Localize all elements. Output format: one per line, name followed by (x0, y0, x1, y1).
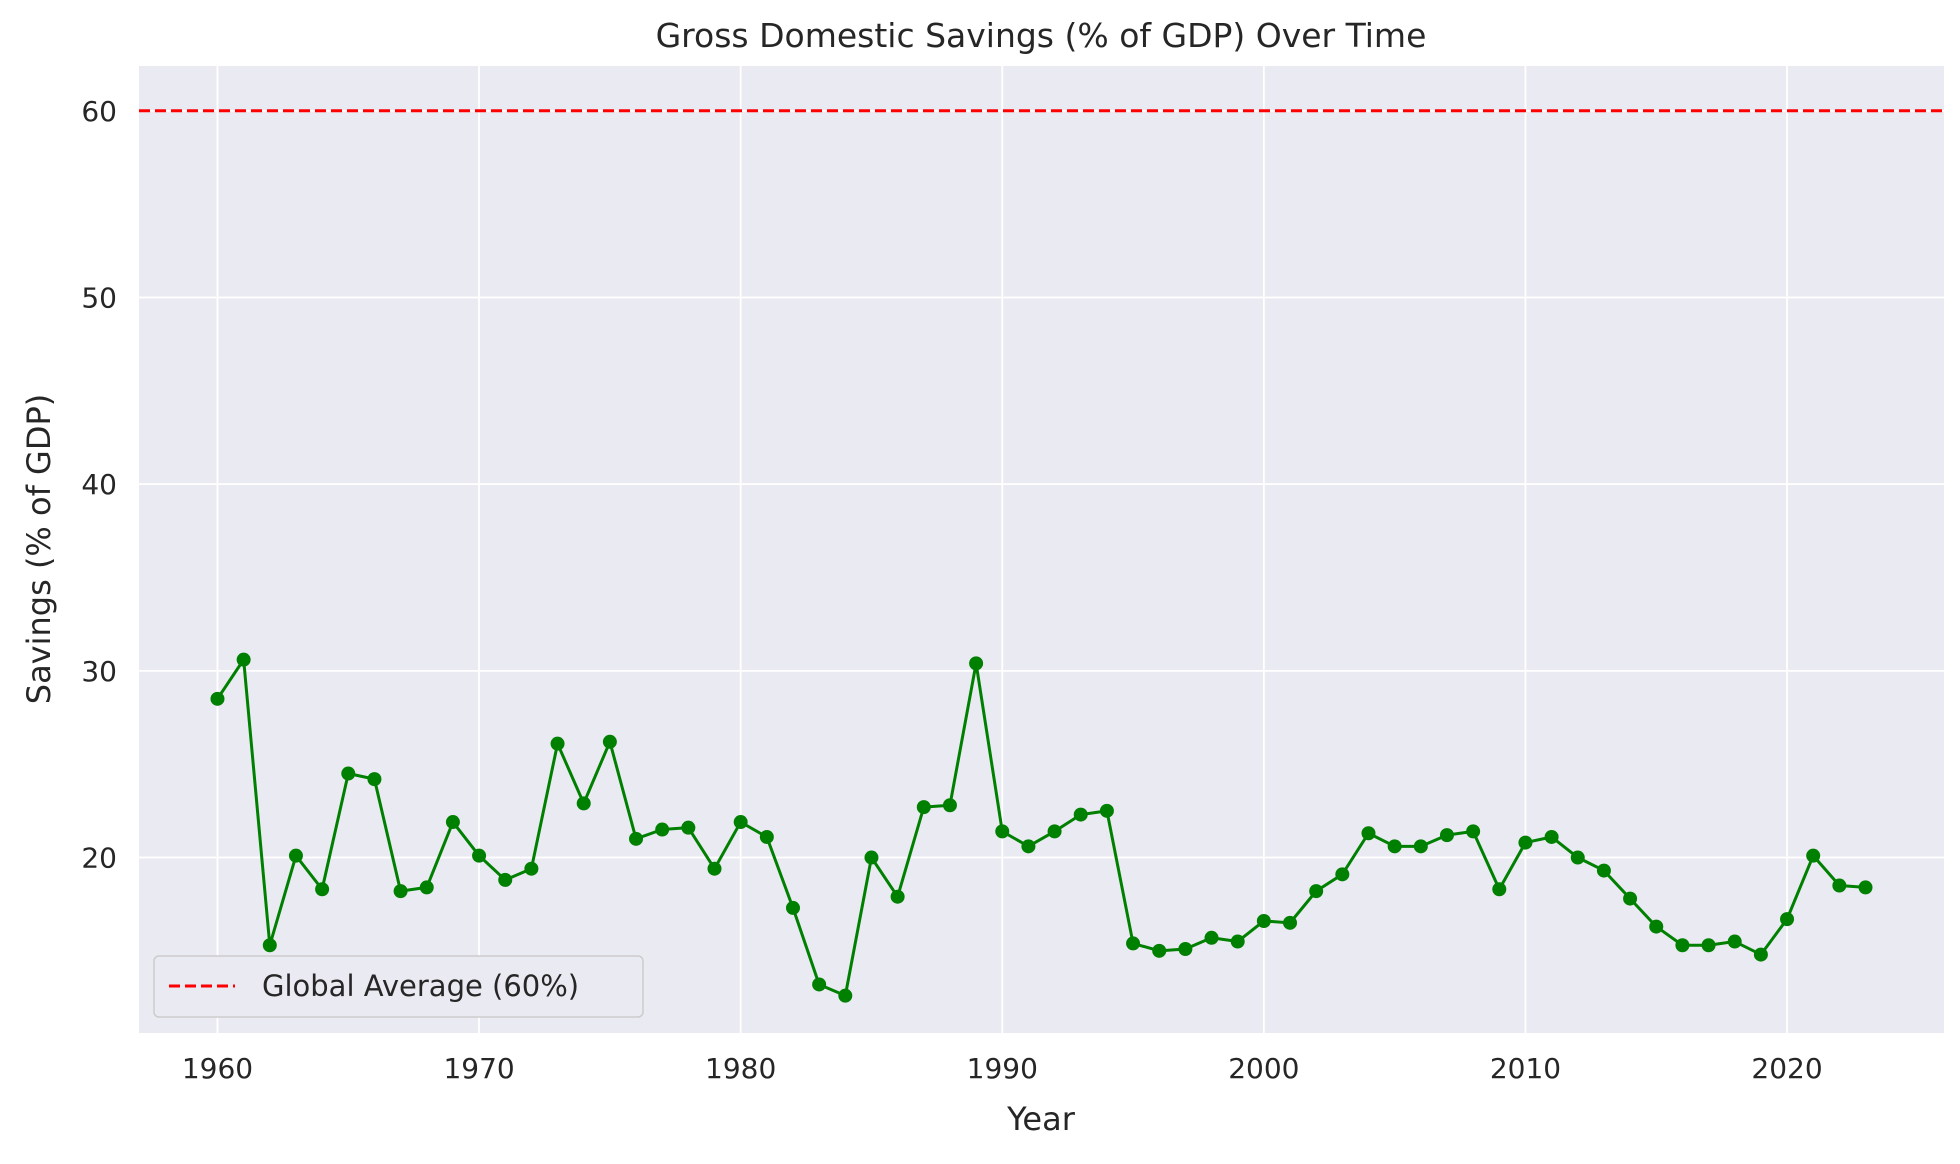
data-point (916, 800, 931, 815)
data-point (1596, 863, 1611, 878)
y-axis-label: Savings (% of GDP) (20, 394, 58, 704)
x-tick-label: 2020 (1751, 1052, 1822, 1085)
chart-title: Gross Domestic Savings (% of GDP) Over T… (656, 16, 1427, 55)
data-point (472, 848, 487, 863)
data-point (367, 772, 382, 787)
y-tick-label: 40 (81, 468, 117, 501)
data-point (1021, 839, 1036, 854)
data-point (1047, 824, 1062, 839)
data-point (1806, 848, 1821, 863)
data-point (315, 882, 330, 897)
data-point (629, 831, 644, 846)
data-point (1623, 891, 1638, 906)
legend: Global Average (60%) (153, 955, 644, 1018)
data-point (1283, 915, 1298, 930)
x-tick-label: 1970 (443, 1052, 514, 1085)
data-point (236, 652, 251, 667)
data-point (550, 736, 565, 751)
data-point (1439, 828, 1454, 843)
data-point (393, 884, 408, 899)
data-point (681, 820, 696, 835)
data-point (1753, 947, 1768, 962)
data-point (655, 822, 670, 837)
data-point (1073, 807, 1088, 822)
data-point (1204, 930, 1219, 945)
data-point (1256, 913, 1271, 928)
data-point (1335, 867, 1350, 882)
data-point (1413, 839, 1428, 854)
legend-label-reference: Global Average (60%) (262, 969, 579, 1003)
data-point (1832, 878, 1847, 893)
data-point (262, 938, 277, 953)
data-point (341, 766, 356, 781)
data-point (733, 815, 748, 830)
data-point (1387, 839, 1402, 854)
data-point (602, 734, 617, 749)
plot-background (139, 66, 1944, 1033)
data-point (576, 796, 591, 811)
y-tick-label: 20 (81, 842, 117, 875)
x-tick-label: 1990 (967, 1052, 1038, 1085)
x-tick-label: 2010 (1490, 1052, 1561, 1085)
data-point (1727, 934, 1742, 949)
data-point (864, 850, 879, 865)
data-point (1518, 835, 1533, 850)
data-point (1361, 826, 1376, 841)
data-point (1152, 943, 1167, 958)
data-point (1858, 880, 1873, 895)
data-point (890, 889, 905, 904)
data-point (838, 988, 853, 1003)
data-point (1126, 936, 1141, 951)
data-point (1544, 829, 1559, 844)
data-point (1570, 850, 1585, 865)
x-axis-label: Year (1006, 1100, 1076, 1138)
data-point (942, 798, 957, 813)
data-point (995, 824, 1010, 839)
x-tick-label: 2000 (1228, 1052, 1299, 1085)
data-point (1178, 941, 1193, 956)
data-point (812, 977, 827, 992)
data-point (1492, 882, 1507, 897)
y-tick-label: 50 (81, 281, 117, 314)
y-tick-label: 30 (81, 655, 117, 688)
data-point (1649, 919, 1664, 934)
data-point (419, 880, 434, 895)
series-line (216, 658, 1866, 998)
data-point (1309, 884, 1324, 899)
data-point (1099, 803, 1114, 818)
data-point (969, 656, 984, 671)
data-point (524, 861, 539, 876)
data-point (1780, 912, 1795, 927)
series-layer (210, 652, 1873, 1003)
data-point (1701, 938, 1716, 953)
data-point (1230, 934, 1245, 949)
legend-box (153, 955, 644, 1018)
x-tick-label: 1980 (705, 1052, 776, 1085)
data-point (707, 861, 722, 876)
grid-lines (139, 66, 1944, 1033)
data-point (759, 829, 774, 844)
data-point (785, 900, 800, 915)
x-tick-label: 1960 (182, 1052, 253, 1085)
data-point (1466, 824, 1481, 839)
y-tick-label: 60 (81, 95, 117, 128)
data-point (445, 815, 460, 830)
data-point (210, 691, 225, 706)
data-point (498, 872, 513, 887)
data-point (1675, 938, 1690, 953)
data-point (288, 848, 303, 863)
